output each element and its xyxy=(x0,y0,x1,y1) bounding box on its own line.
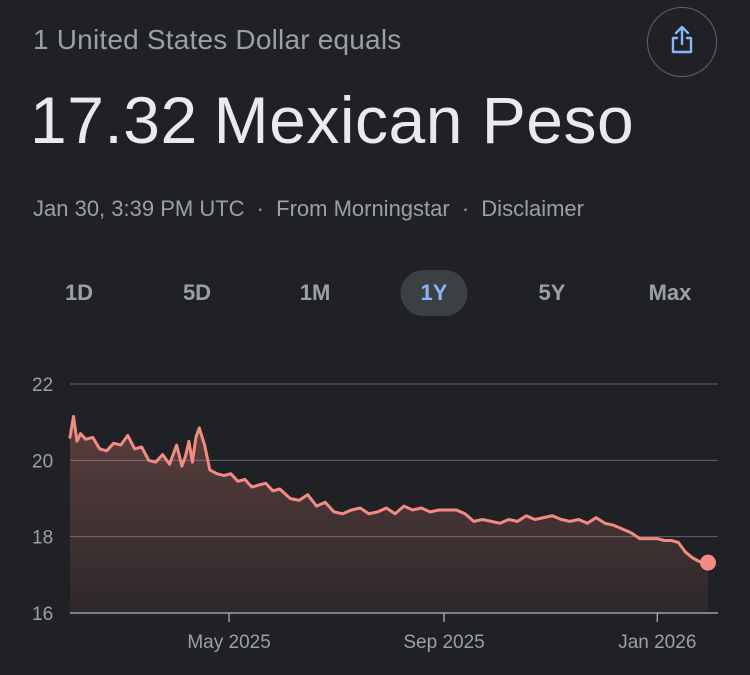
separator: · xyxy=(461,196,470,221)
tab-5d[interactable]: 5D xyxy=(182,280,212,305)
tab-1y[interactable]: 1Y xyxy=(400,270,468,316)
rate-area xyxy=(70,416,708,613)
current-rate-dot xyxy=(700,554,716,571)
y-tick-label: 20 xyxy=(32,451,53,472)
disclaimer-link[interactable]: Disclaimer xyxy=(481,196,584,221)
source-link[interactable]: From Morningstar xyxy=(276,196,450,221)
x-axis: May 2025 Sep 2025 Jan 2026 xyxy=(187,613,696,653)
separator: · xyxy=(256,196,264,221)
y-tick-label: 16 xyxy=(32,604,53,625)
tab-5y[interactable]: 5Y xyxy=(538,280,566,305)
timestamp: Jan 30, 3:39 PM UTC xyxy=(33,196,245,221)
tab-max[interactable]: Max xyxy=(648,280,692,305)
y-tick-label: 22 xyxy=(32,375,53,396)
tab-1m[interactable]: 1M xyxy=(299,280,331,305)
x-tick-label: Sep 2025 xyxy=(403,632,484,653)
y-tick-label: 18 xyxy=(32,528,53,549)
x-tick-label: Jan 2026 xyxy=(618,632,696,653)
y-axis: 16 18 20 22 xyxy=(32,375,53,625)
share-icon xyxy=(669,25,695,60)
converted-amount: 17.32 Mexican Peso xyxy=(30,82,634,158)
tab-1d[interactable]: 1D xyxy=(64,280,94,305)
x-tick-label: May 2025 xyxy=(187,632,270,653)
rate-value: 17.32 xyxy=(30,83,198,157)
rate-line xyxy=(68,414,710,565)
share-button[interactable] xyxy=(647,7,717,77)
time-range-tabs: 1D 5D 1M 1Y 5Y Max xyxy=(0,270,750,316)
quote-meta: Jan 30, 3:39 PM UTC · From Morningstar ·… xyxy=(33,196,584,222)
currency-name: Mexican Peso xyxy=(213,83,635,157)
conversion-subtitle: 1 United States Dollar equals xyxy=(33,24,402,55)
